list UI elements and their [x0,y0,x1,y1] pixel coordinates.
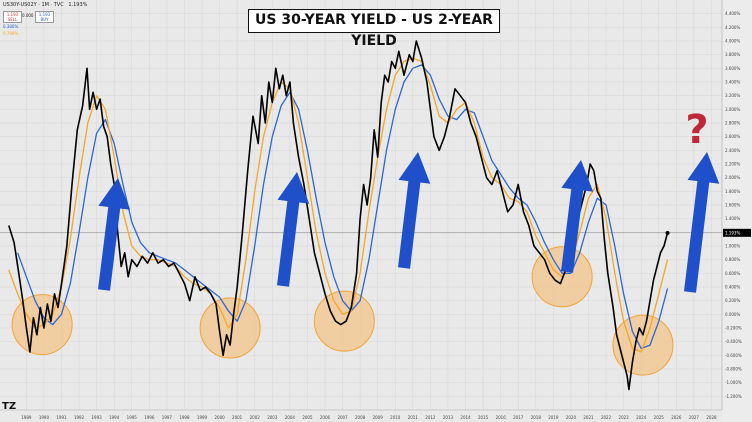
ma-fast-value: 0.799% [3,31,19,36]
x-tick-label: 2006 [320,415,331,420]
y-tick-label: -0.800% [725,367,742,372]
x-tick-label: 2023 [619,415,630,420]
symbol-name: US30Y-US02Y · 1M · TVC [3,2,64,8]
up-arrow [98,178,131,291]
y-tick-label: 0.400% [725,285,740,290]
y-tick-label: 3.800% [725,52,740,57]
sell-price: 1.193 [6,12,19,17]
slow-ma-line [16,64,669,350]
y-tick-label: -0.200% [725,326,742,331]
x-tick-label: 1999 [197,415,208,420]
trough-highlight-circle [612,314,674,376]
buy-button[interactable]: 1.193 BUY [35,11,54,23]
x-tick-label: 1989 [21,415,32,420]
x-tick-label: 2025 [654,415,665,420]
y-tick-label: 0.600% [725,271,740,276]
x-tick-label: 2016 [496,415,507,420]
y-tick-label: -0.400% [725,339,742,344]
y-tick-label: 2.800% [725,121,740,126]
buy-label: BUY [40,17,49,22]
y-tick-label: 2.000% [725,175,740,180]
y-tick-label: -0.600% [725,353,742,358]
x-tick-label: 2018 [531,415,542,420]
up-arrow [398,152,431,269]
x-tick-label: 2017 [513,415,524,420]
x-tick-label: 2012 [425,415,436,420]
y-tick-label: -1.000% [725,380,742,385]
x-tick-label: 2020 [566,415,577,420]
trough-highlight-circle [313,290,375,352]
x-tick-label: 2002 [250,415,261,420]
up-arrow [561,160,594,273]
y-tick-label: 2.200% [725,162,740,167]
spread-value: 0.000 [22,13,34,18]
x-tick-label: 2013 [443,415,454,420]
x-tick-label: 2011 [408,415,419,420]
y-tick-label: 2.400% [725,148,740,153]
y-tick-label: -1.200% [725,394,742,399]
y-tick-label: 4.200% [725,25,740,30]
chart-title: US 30-YEAR YIELD - US 2-YEAR YIELD [248,9,500,49]
symbol-info: US30Y-US02Y · 1M · TVC 1.193% [3,2,87,8]
y-tick-label: 3.400% [725,80,740,85]
y-tick-label: 0.200% [725,298,740,303]
x-tick-label: 2010 [390,415,401,420]
x-tick-label: 2009 [373,415,384,420]
x-tick-label: 1996 [144,415,155,420]
y-tick-label: 1.800% [725,189,740,194]
buy-price: 1.193 [38,12,51,17]
ma-slow-value: 0.380% [3,24,19,29]
y-tick-label: 3.600% [725,66,740,71]
x-tick-label: 2014 [460,415,471,420]
x-tick-label: 1994 [109,415,120,420]
y-tick-label: 0.000% [725,312,740,317]
x-tick-label: 2008 [355,415,366,420]
x-tick-label: 1995 [127,415,138,420]
x-tick-label: 2004 [285,415,296,420]
x-tick-label: 1998 [179,415,190,420]
x-tick-label: 2019 [548,415,559,420]
current-value-label: 1.193% [725,230,740,235]
x-tick-label: 2028 [706,415,717,420]
y-tick-label: 1.600% [725,203,740,208]
x-tick-label: 2000 [214,415,225,420]
up-arrow [277,172,310,287]
y-tick-label: 1.400% [725,216,740,221]
x-tick-label: 1990 [39,415,50,420]
y-tick-label: 0.800% [725,257,740,262]
current-value-badge [723,228,751,237]
question-mark: ? [685,107,708,153]
up-arrow [684,152,720,293]
price-axis-panel[interactable] [722,0,752,422]
y-tick-label: 4.400% [725,11,740,16]
x-tick-label: 1997 [162,415,173,420]
x-tick-label: 1993 [92,415,103,420]
last-point-dot [665,231,670,236]
x-tick-label: 2015 [478,415,489,420]
sell-button[interactable]: 1.193 SELL [3,11,22,23]
x-tick-label: 2007 [337,415,348,420]
last-value: 1.193% [68,2,88,8]
sell-label: SELL [7,17,18,22]
x-tick-label: 2021 [583,415,594,420]
x-tick-label: 2022 [601,415,612,420]
y-tick-label: 4.000% [725,39,740,44]
y-tick-label: 3.200% [725,93,740,98]
x-tick-label: 2027 [689,415,700,420]
y-tick-label: 2.600% [725,134,740,139]
x-tick-label: 2024 [636,415,647,420]
brand-logo: TZ [2,401,17,412]
x-tick-label: 2003 [267,415,278,420]
trough-highlight-circle [199,297,261,359]
x-tick-label: 1991 [56,415,67,420]
y-tick-label: 3.000% [725,107,740,112]
x-tick-label: 2005 [302,415,313,420]
x-tick-label: 2001 [232,415,243,420]
x-tick-label: 1992 [74,415,85,420]
x-tick-label: 2026 [671,415,682,420]
y-tick-label: 1.000% [725,244,740,249]
